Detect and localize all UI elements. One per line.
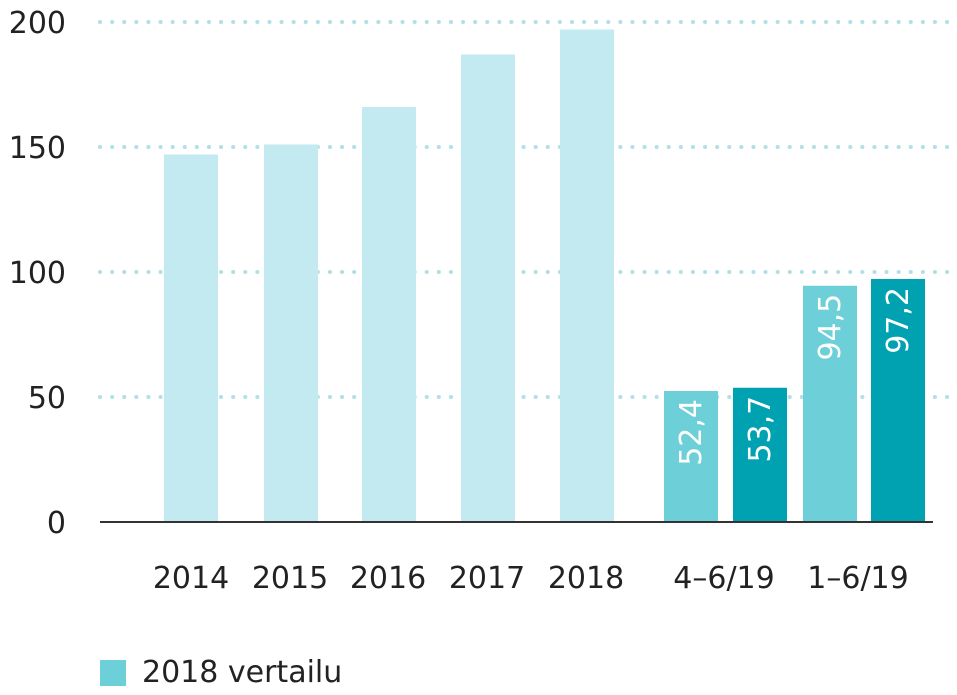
data-label: 53,7 <box>743 396 778 463</box>
x-axis-ticks: 2014 2015 2016 2017 2018 4–6/19 1–6/19 <box>153 561 909 596</box>
y-axis-ticks: 0 50 100 150 200 <box>9 6 66 541</box>
y-tick-label: 50 <box>28 381 66 416</box>
bar <box>164 154 218 522</box>
y-tick-label: 150 <box>9 131 66 166</box>
data-labels: 52,4 53,7 94,5 97,2 <box>674 287 916 466</box>
bars <box>164 29 925 522</box>
legend-swatch <box>100 659 126 686</box>
x-tick-label: 2017 <box>449 561 525 596</box>
y-tick-label: 0 <box>47 506 66 541</box>
data-label: 52,4 <box>674 399 709 466</box>
x-tick-label: 2018 <box>548 561 624 596</box>
x-tick-label: 2014 <box>153 561 229 596</box>
data-label: 97,2 <box>881 287 916 354</box>
x-tick-label: 4–6/19 <box>673 561 774 596</box>
bar <box>871 279 925 522</box>
y-tick-label: 100 <box>9 256 66 291</box>
legend-label: 2018 vertailu <box>142 655 343 690</box>
x-tick-label: 2015 <box>252 561 328 596</box>
bar <box>733 387 787 522</box>
bar <box>803 285 857 522</box>
x-tick-label: 1–6/19 <box>807 561 908 596</box>
legend: 2018 vertailu <box>100 655 342 690</box>
y-tick-label: 200 <box>9 6 66 41</box>
data-label: 94,5 <box>813 294 848 361</box>
bar <box>560 29 614 522</box>
bar <box>362 107 416 522</box>
bar <box>264 144 318 522</box>
x-tick-label: 2016 <box>350 561 426 596</box>
bar <box>664 391 718 522</box>
bar <box>461 54 515 522</box>
